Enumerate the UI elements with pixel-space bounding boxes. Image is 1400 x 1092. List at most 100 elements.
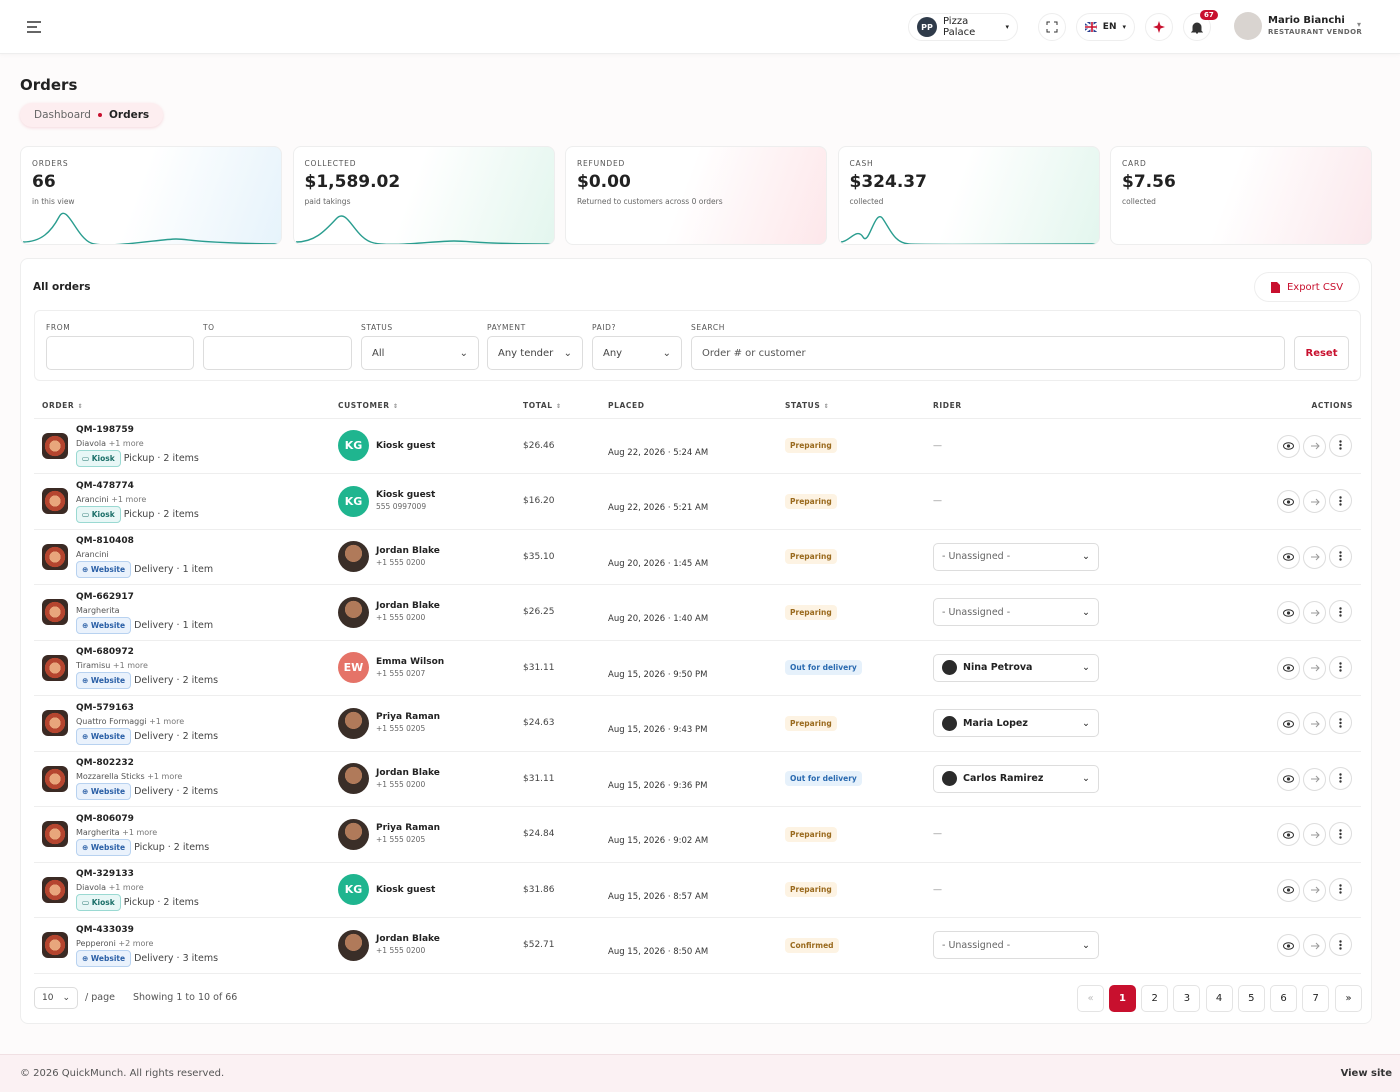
view-button[interactable] [1277,656,1300,680]
rider-select[interactable]: - Unassigned - ⌄ [933,598,1099,627]
customer-name: Emma Wilson [376,656,445,667]
view-button[interactable] [1277,767,1300,791]
stat-card: CARD $7.56 collected [1110,146,1372,245]
more-button[interactable] [1329,433,1352,457]
to-input[interactable] [203,336,352,370]
prev-page[interactable]: « [1077,985,1104,1012]
order-total: $52.71 [523,940,555,951]
menu-icon[interactable] [26,20,42,34]
page-button[interactable]: 6 [1270,985,1297,1012]
view-button[interactable] [1277,490,1300,514]
channel-badge: ⊕ Website [76,616,132,634]
open-button[interactable] [1303,656,1326,680]
order-items: Diavola [76,439,107,449]
placed-at: Aug 20, 2026 · 1:40 AM [608,614,709,625]
view-site-link[interactable]: View site [1340,1068,1392,1079]
filter-label: PAYMENT [487,323,526,332]
more-button[interactable] [1329,655,1352,679]
placed-at: Aug 15, 2026 · 8:50 AM [608,947,709,958]
panel-title: All orders [33,281,91,293]
open-button[interactable] [1303,434,1326,458]
view-button[interactable] [1277,934,1300,958]
rider-select[interactable]: - Unassigned - ⌄ [933,542,1099,571]
customer-name: Priya Raman [376,712,441,723]
channel: Kiosk [91,898,115,908]
order-items: Pepperoni [76,938,116,948]
rider-select[interactable]: Carlos Ramirez ⌄ [933,764,1099,793]
open-button[interactable] [1303,934,1326,958]
more-button[interactable] [1329,600,1352,624]
language-switcher[interactable]: EN ▾ [1076,13,1135,41]
stat-value: $324.37 [849,172,927,192]
notification-count: 67 [1200,10,1218,20]
page-button[interactable]: 2 [1141,985,1169,1012]
open-button[interactable] [1303,601,1326,625]
more-button[interactable] [1329,933,1352,957]
order-image [42,765,68,792]
more-button[interactable] [1329,711,1352,735]
rider-select[interactable]: Nina Petrova ⌄ [933,653,1099,682]
rider-name: - Unassigned - [942,551,1011,563]
user-avatar[interactable] [1234,12,1262,40]
order-items: Arancini [76,494,109,504]
customer-name: Priya Raman [376,823,441,834]
user-menu-caret[interactable]: ▾ [1357,20,1362,29]
status-select[interactable]: All ⌄ [361,336,479,370]
breadcrumb-link[interactable]: Dashboard [34,109,91,121]
status-badge: Preparing [785,493,837,509]
paid-select[interactable]: Any ⌄ [592,336,682,370]
filters [34,310,1361,381]
more-button[interactable] [1329,489,1352,513]
rider-select[interactable]: - Unassigned - ⌄ [933,931,1099,960]
rider-name: Carlos Ramirez [963,773,1044,785]
customer-phone: +1 555 0200 [376,946,426,956]
brand-switcher[interactable]: PP Pizza Palace ▾ [908,13,1018,41]
column-header[interactable]: ORDER ⇕ [34,393,330,419]
open-button[interactable] [1303,823,1326,847]
more-button[interactable] [1329,544,1352,568]
search-input[interactable]: Order # or customer [691,336,1285,370]
payment-select[interactable]: Any tender ⌄ [487,336,583,370]
more-button[interactable] [1329,877,1352,901]
view-button[interactable] [1277,545,1300,569]
view-button[interactable] [1277,434,1300,458]
rider-empty: — [933,440,942,451]
order-row: QM-806079 Margherita +1 more ⊕ Website Pi… [34,806,1361,863]
sparkline [295,215,554,244]
open-button[interactable] [1303,712,1326,736]
rider-empty: — [933,829,942,840]
open-button[interactable] [1303,545,1326,569]
reset-button[interactable]: Reset [1294,336,1349,370]
open-button[interactable] [1303,767,1326,791]
column-header[interactable]: STATUS ⇕ [777,393,925,419]
page-button[interactable]: 7 [1302,985,1330,1012]
fulfillment: Delivery · 2 items [134,786,219,798]
page-button[interactable]: 3 [1173,985,1201,1012]
page-button[interactable]: 4 [1205,985,1233,1012]
from-input[interactable] [46,336,194,370]
column-header[interactable]: TOTAL ⇕ [515,393,600,419]
more-button[interactable] [1329,766,1352,790]
view-button[interactable] [1277,712,1300,736]
view-button[interactable] [1277,878,1300,902]
rider-select[interactable]: Maria Lopez ⌄ [933,709,1099,738]
ai-button[interactable] [1145,13,1173,41]
more-button[interactable] [1329,822,1352,846]
per-page-suffix: / page [85,992,115,1003]
open-button[interactable] [1303,878,1326,902]
placed-at: Aug 15, 2026 · 9:36 PM [608,780,708,791]
notifications-button[interactable]: 67 [1183,10,1218,41]
fullscreen-button[interactable] [1038,13,1066,41]
export-label: Export CSV [1286,281,1344,293]
page-button[interactable]: 1 [1109,985,1136,1012]
column-header[interactable]: CUSTOMER ⇕ [330,393,515,419]
export-button[interactable]: Export CSV [1254,272,1360,302]
per-page-select[interactable]: 10 ⌄ [34,987,78,1009]
view-button[interactable] [1277,823,1300,847]
open-button[interactable] [1303,490,1326,514]
status-badge: Out for delivery [785,660,862,676]
filter-label: TO [203,323,215,332]
page-button[interactable]: 5 [1237,985,1265,1012]
view-button[interactable] [1277,601,1300,625]
next-page[interactable]: » [1335,985,1362,1012]
